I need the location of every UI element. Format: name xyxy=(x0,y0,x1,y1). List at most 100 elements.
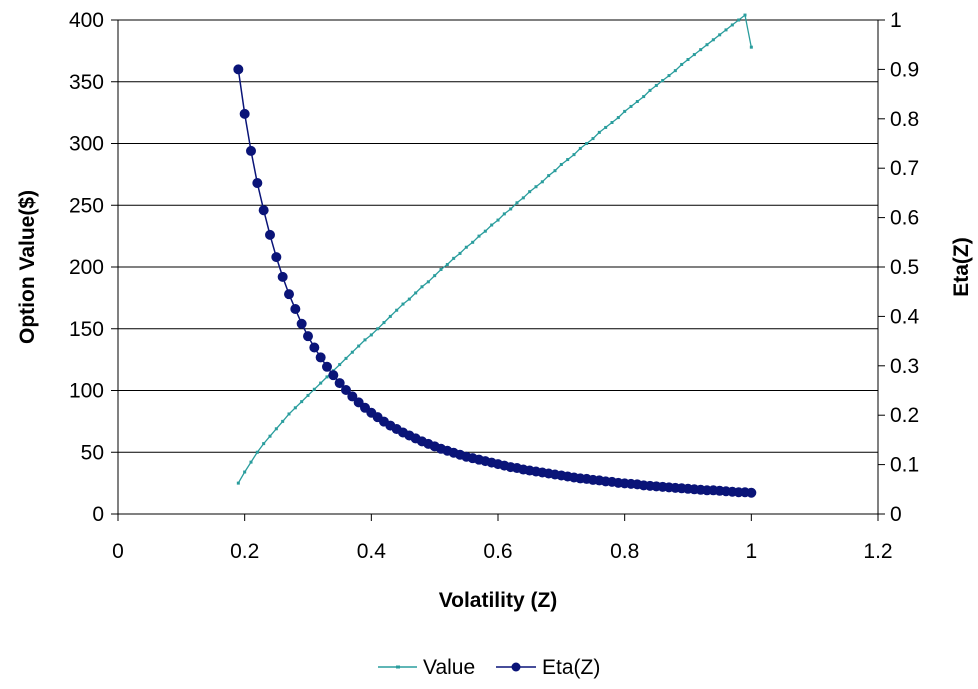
data-point-value xyxy=(338,363,342,367)
data-point-eta-z xyxy=(746,487,757,498)
data-point-value xyxy=(686,58,690,62)
x-tick-label: 0.4 xyxy=(357,540,387,563)
data-point-eta-z xyxy=(315,352,326,363)
data-point-value xyxy=(300,400,304,404)
series-value xyxy=(236,13,753,485)
series-eta-z xyxy=(233,64,757,498)
data-point-value xyxy=(502,212,506,216)
data-point-value xyxy=(319,381,323,385)
data-point-value xyxy=(591,137,595,141)
y-tick-label: 0 xyxy=(92,503,104,526)
legend-marker-eta xyxy=(511,662,521,672)
data-point-eta-z xyxy=(347,391,358,402)
x-tick-label: 0.8 xyxy=(610,540,639,563)
x-tick-label: 0 xyxy=(112,540,124,563)
data-point-eta-z xyxy=(233,64,244,75)
data-point-value xyxy=(325,375,329,379)
data-point-value xyxy=(452,256,456,260)
data-point-value xyxy=(585,142,589,145)
data-point-value xyxy=(483,229,487,233)
data-point-value xyxy=(243,470,247,474)
data-point-value xyxy=(661,79,665,83)
data-point-value xyxy=(281,419,285,423)
y2-tick-label: 0.1 xyxy=(890,454,919,477)
data-point-value xyxy=(534,185,538,189)
data-point-eta-z xyxy=(303,331,313,342)
data-point-value xyxy=(654,83,658,87)
data-point-eta-z xyxy=(341,385,351,396)
legend-label-eta: Eta(Z) xyxy=(542,656,600,679)
data-point-value xyxy=(439,267,443,271)
data-point-value xyxy=(262,442,266,446)
data-point-eta-z xyxy=(252,178,263,189)
data-point-value xyxy=(667,74,671,78)
data-point-value xyxy=(420,285,424,289)
data-point-value xyxy=(521,196,525,200)
x-tick-label: 1.2 xyxy=(863,540,892,563)
data-point-value xyxy=(357,344,361,348)
data-point-value xyxy=(680,62,684,66)
data-point-eta-z xyxy=(353,397,364,408)
y2-tick-label: 0.7 xyxy=(890,157,919,180)
data-point-value xyxy=(274,427,278,431)
data-point-value xyxy=(629,104,633,108)
data-point-value xyxy=(528,190,532,194)
data-point-value xyxy=(382,321,386,325)
data-point-eta-z xyxy=(239,108,250,119)
y2-tick-label: 0.8 xyxy=(890,108,919,131)
data-point-eta-z xyxy=(328,370,339,381)
data-point-value xyxy=(705,43,709,47)
y2-tick-label: 0.9 xyxy=(890,58,919,81)
data-point-value xyxy=(414,291,418,295)
gridlines xyxy=(118,19,878,453)
data-point-eta-z xyxy=(265,229,275,240)
data-point-value xyxy=(407,297,411,301)
data-point-value xyxy=(293,406,297,410)
data-point-value xyxy=(306,393,310,397)
y-tick-label: 50 xyxy=(81,441,104,464)
y2-axis-title: Eta(Z) xyxy=(950,237,973,297)
data-point-value xyxy=(610,121,614,125)
data-point-value xyxy=(363,338,367,342)
data-point-value xyxy=(255,450,259,454)
legend: Value Eta(Z) xyxy=(378,656,600,679)
y2-tick-label: 0.2 xyxy=(890,404,919,427)
y-tick-label: 200 xyxy=(69,256,104,279)
y-axis-title: Option Value($) xyxy=(16,190,39,344)
data-point-eta-z xyxy=(290,303,301,314)
y2-tick-label: 1 xyxy=(890,9,902,32)
x-tick-label: 1 xyxy=(745,540,757,563)
data-point-value xyxy=(312,387,316,391)
y2-tick-label: 0.5 xyxy=(890,256,919,279)
x-tick-label: 0.6 xyxy=(483,540,512,563)
data-point-value xyxy=(623,109,627,113)
y-tick-label: 350 xyxy=(69,71,104,94)
data-point-eta-z xyxy=(296,318,307,329)
y2-tick-label: 0.6 xyxy=(890,207,919,230)
data-point-value xyxy=(515,201,519,205)
data-point-eta-z xyxy=(334,378,345,389)
data-point-eta-z xyxy=(284,289,294,300)
legend-item-value: Value xyxy=(378,656,475,679)
x-axis-title: Volatility (Z) xyxy=(439,589,558,612)
data-point-value xyxy=(369,333,373,337)
data-point-eta-z xyxy=(246,145,256,156)
data-point-value xyxy=(635,100,639,104)
data-point-value xyxy=(547,174,551,178)
data-point-value xyxy=(642,95,646,99)
data-point-value xyxy=(433,274,437,278)
data-point-value xyxy=(578,146,582,150)
data-point-value xyxy=(490,223,494,227)
data-point-value xyxy=(388,314,392,318)
y-tick-label: 300 xyxy=(69,133,104,156)
data-point-value xyxy=(648,88,652,92)
data-point-eta-z xyxy=(309,342,320,353)
x-tick-label: 0.2 xyxy=(230,540,259,563)
data-point-value xyxy=(692,53,696,57)
data-point-value xyxy=(597,130,601,134)
data-point-value xyxy=(376,327,380,331)
data-point-value xyxy=(496,218,500,222)
axes xyxy=(111,19,885,521)
